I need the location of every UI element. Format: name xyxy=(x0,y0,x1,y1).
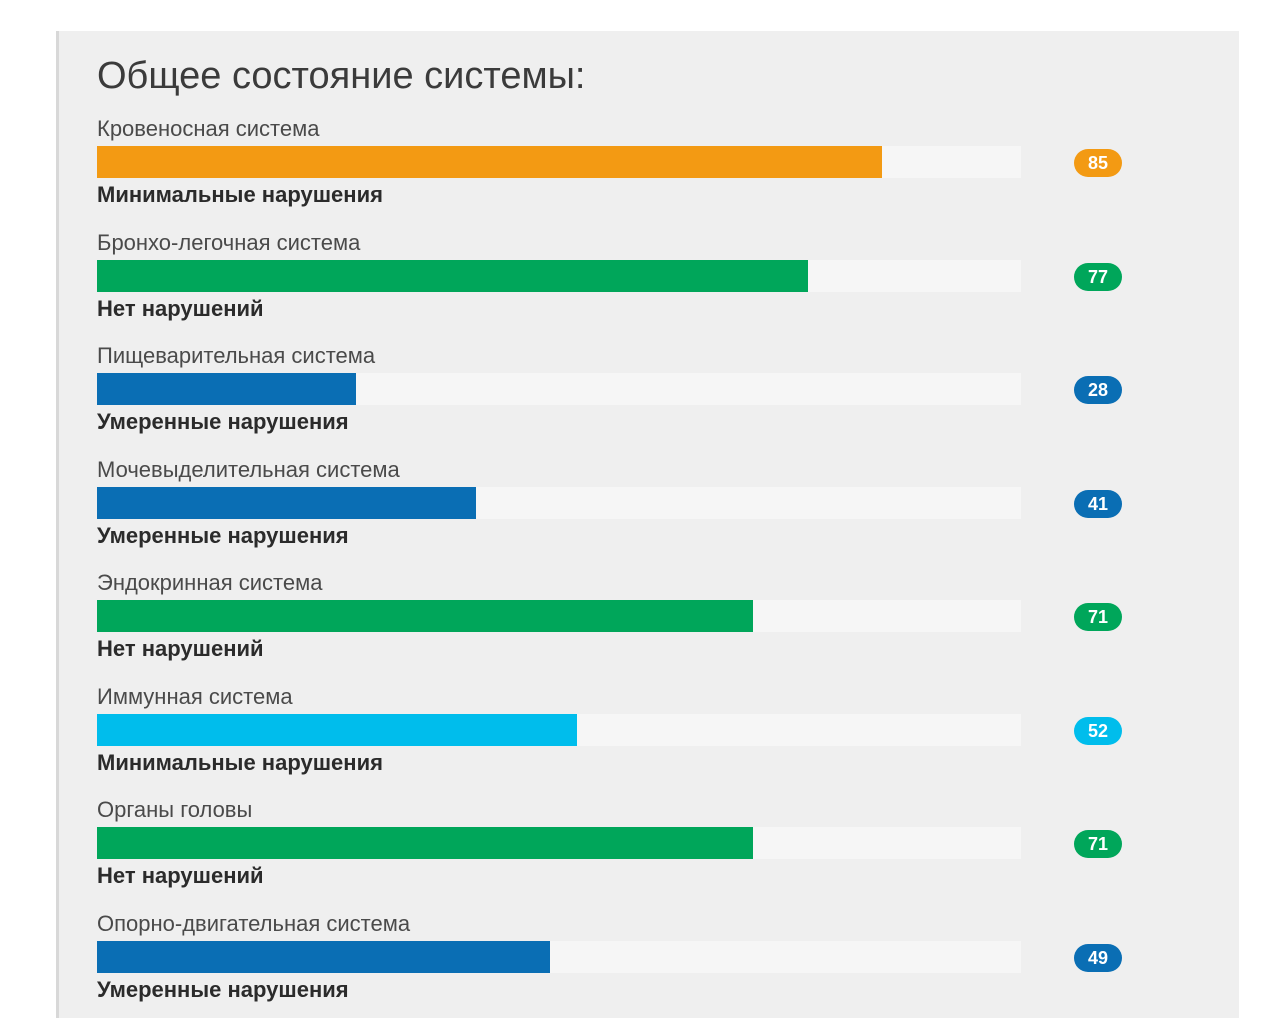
bar-track xyxy=(97,714,1021,746)
page-title: Общее состояние системы: xyxy=(97,55,585,98)
bar xyxy=(97,600,753,632)
bar-status: Нет нарушений xyxy=(97,636,264,662)
bar-label: Бронхо-легочная система xyxy=(97,230,360,256)
bar-label: Эндокринная система xyxy=(97,570,322,596)
bar-label: Мочевыделительная система xyxy=(97,457,400,483)
bar xyxy=(97,373,356,405)
bar xyxy=(97,260,808,292)
bar-row: Мочевыделительная система Умеренные наруш… xyxy=(59,457,1239,571)
bar-status: Нет нарушений xyxy=(97,863,264,889)
bar-track xyxy=(97,260,1021,292)
bar-label: Пищеварительная система xyxy=(97,343,375,369)
value-badge: 41 xyxy=(1074,490,1122,518)
bar-row: Эндокринная система Нет нарушений 71 xyxy=(59,570,1239,684)
bar-track xyxy=(97,487,1021,519)
bar-status: Нет нарушений xyxy=(97,296,264,322)
bar-track xyxy=(97,373,1021,405)
value-badge: 85 xyxy=(1074,149,1122,177)
value-badge: 71 xyxy=(1074,830,1122,858)
bar xyxy=(97,941,550,973)
bar xyxy=(97,827,753,859)
bar xyxy=(97,146,882,178)
bar-row: Бронхо-легочная система Нет нарушений 77 xyxy=(59,230,1239,344)
bar-track xyxy=(97,146,1021,178)
bar-label: Кровеносная система xyxy=(97,116,319,142)
system-status-panel: Общее состояние системы: Кровеносная сис… xyxy=(56,31,1239,1018)
bar-row: Органы головы Нет нарушений 71 xyxy=(59,797,1239,911)
bar-row: Опорно-двигательная система Умеренные нар… xyxy=(59,911,1239,1024)
bar-status: Минимальные нарушения xyxy=(97,182,383,208)
bar-track xyxy=(97,827,1021,859)
bar-list: Кровеносная система Минимальные нарушения… xyxy=(59,116,1239,1024)
bar-track xyxy=(97,941,1021,973)
bar-label: Иммунная система xyxy=(97,684,293,710)
value-badge: 28 xyxy=(1074,376,1122,404)
bar-row: Иммунная система Минимальные нарушения 52 xyxy=(59,684,1239,798)
bar-label: Опорно-двигательная система xyxy=(97,911,410,937)
value-badge: 52 xyxy=(1074,717,1122,745)
bar xyxy=(97,714,577,746)
bar-row: Кровеносная система Минимальные нарушения… xyxy=(59,116,1239,230)
bar-label: Органы головы xyxy=(97,797,252,823)
bar-row: Пищеварительная система Умеренные нарушен… xyxy=(59,343,1239,457)
bar-status: Умеренные нарушения xyxy=(97,409,349,435)
bar-status: Минимальные нарушения xyxy=(97,750,383,776)
bar-status: Умеренные нарушения xyxy=(97,523,349,549)
bar xyxy=(97,487,476,519)
value-badge: 77 xyxy=(1074,263,1122,291)
value-badge: 49 xyxy=(1074,944,1122,972)
bar-track xyxy=(97,600,1021,632)
bar-status: Умеренные нарушения xyxy=(97,977,349,1003)
value-badge: 71 xyxy=(1074,603,1122,631)
